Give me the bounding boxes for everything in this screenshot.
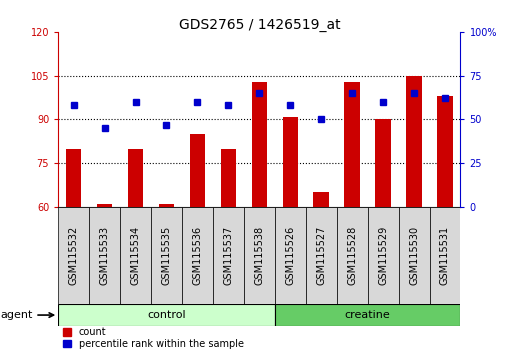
FancyBboxPatch shape [398,207,429,304]
FancyBboxPatch shape [182,207,213,304]
FancyBboxPatch shape [367,207,398,304]
FancyBboxPatch shape [89,207,120,304]
FancyBboxPatch shape [336,207,367,304]
FancyBboxPatch shape [243,207,274,304]
FancyBboxPatch shape [274,207,305,304]
Bar [282,116,297,207]
Text: GSM115531: GSM115531 [439,226,449,285]
Bar [96,204,112,207]
Text: GSM115526: GSM115526 [285,226,295,285]
FancyBboxPatch shape [150,207,182,304]
Bar [406,76,421,207]
Legend: count, percentile rank within the sample: count, percentile rank within the sample [63,327,243,349]
FancyBboxPatch shape [58,304,274,326]
Bar [189,134,205,207]
FancyBboxPatch shape [274,304,460,326]
FancyBboxPatch shape [120,207,150,304]
Bar [159,204,174,207]
Text: GSM115530: GSM115530 [408,226,418,285]
Bar [375,120,390,207]
Text: GDS2765 / 1426519_at: GDS2765 / 1426519_at [178,18,339,32]
Text: GSM115529: GSM115529 [377,226,387,285]
Text: control: control [147,310,185,320]
Text: GSM115532: GSM115532 [69,226,78,285]
Text: GSM115534: GSM115534 [130,226,140,285]
Bar [128,149,143,207]
Bar [344,81,359,207]
Text: GSM115533: GSM115533 [99,226,110,285]
Text: GSM115535: GSM115535 [161,226,171,285]
FancyBboxPatch shape [58,207,89,304]
Text: GSM115537: GSM115537 [223,226,233,285]
Text: agent: agent [0,310,54,320]
Bar [66,149,81,207]
FancyBboxPatch shape [305,207,336,304]
Text: GSM115528: GSM115528 [346,226,357,285]
FancyBboxPatch shape [213,207,243,304]
Bar [251,81,267,207]
Text: GSM115527: GSM115527 [316,226,326,285]
Bar [220,149,236,207]
FancyBboxPatch shape [429,207,460,304]
Text: GSM115538: GSM115538 [254,226,264,285]
Bar [436,96,452,207]
Text: GSM115536: GSM115536 [192,226,202,285]
Bar [313,193,328,207]
Text: creatine: creatine [344,310,390,320]
